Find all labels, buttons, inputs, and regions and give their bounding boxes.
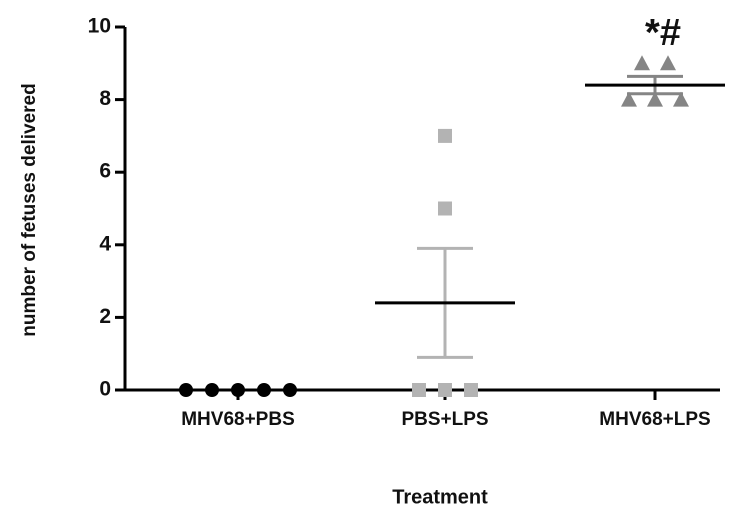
y-tick-label: 8 <box>99 87 111 110</box>
y-axis-label: number of fetuses delivered <box>19 83 40 336</box>
y-tick-label: 10 <box>88 15 111 38</box>
data-point <box>438 383 452 397</box>
y-tick-label: 4 <box>99 232 111 255</box>
data-point <box>621 91 637 107</box>
data-point <box>412 383 426 397</box>
data-point <box>647 91 663 107</box>
data-point <box>179 383 193 397</box>
x-tick-label: PBS+LPS <box>401 409 488 430</box>
annotation: *# <box>645 12 681 54</box>
data-point <box>257 383 271 397</box>
data-point <box>438 201 452 216</box>
y-tick-label: 0 <box>99 378 111 401</box>
data-point <box>205 383 219 397</box>
x-axis-label: Treatment <box>392 486 488 508</box>
x-tick-label: MHV68+PBS <box>181 409 295 430</box>
data-point <box>231 383 245 397</box>
data-point <box>438 128 452 143</box>
data-point <box>464 383 478 397</box>
y-tick-label: 2 <box>99 305 111 328</box>
data-point <box>283 383 297 397</box>
data-point <box>634 55 650 71</box>
data-point <box>673 91 689 107</box>
data-point <box>660 55 676 71</box>
y-tick-label: 6 <box>99 160 111 183</box>
x-tick-label: MHV68+LPS <box>599 409 710 430</box>
